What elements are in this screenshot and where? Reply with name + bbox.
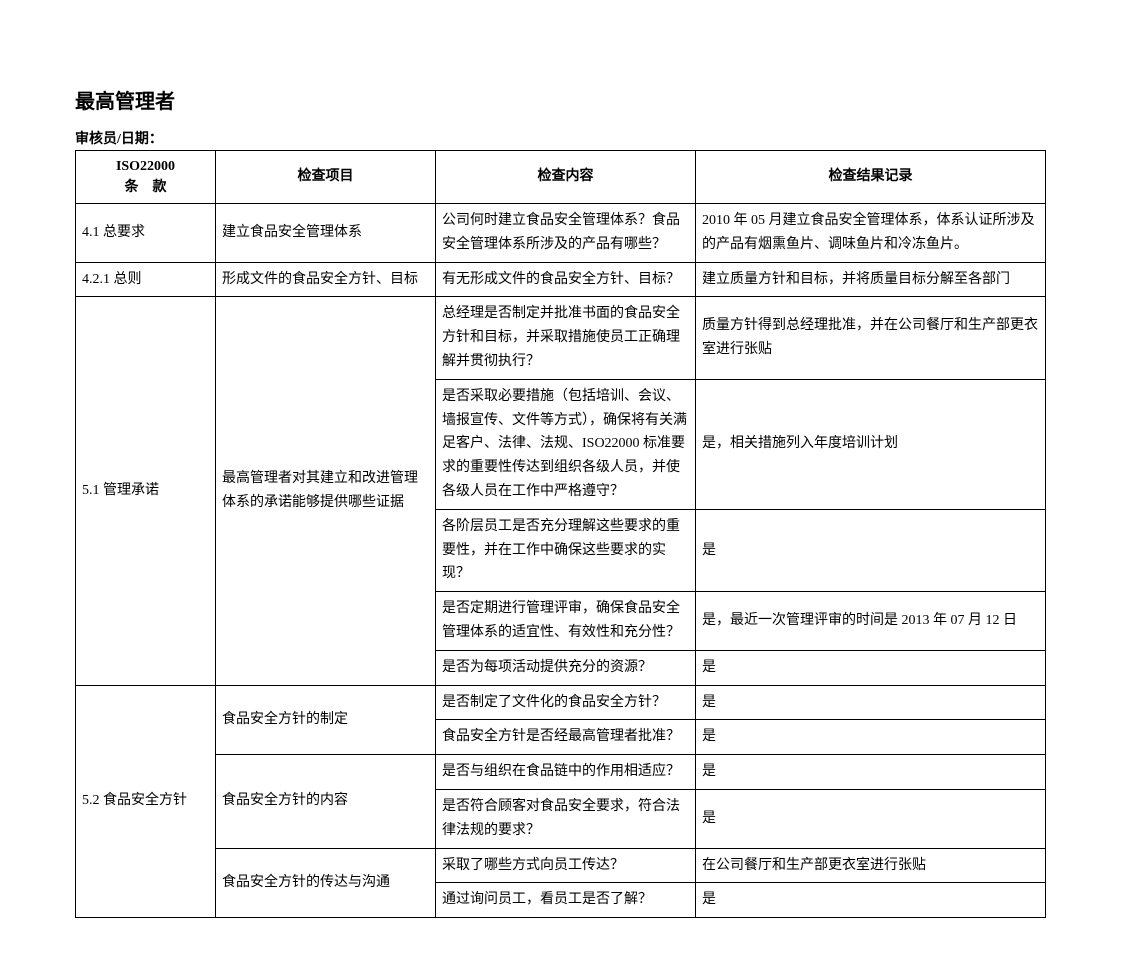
cell-item: 建立食品安全管理体系 bbox=[216, 204, 436, 263]
cell-content: 各阶层员工是否充分理解这些要求的重要性，并在工作中确保这些要求的实现？ bbox=[436, 509, 696, 591]
cell-content: 采取了哪些方式向员工传达？ bbox=[436, 848, 696, 883]
header-item: 检查项目 bbox=[216, 151, 436, 204]
table-row: 4.1 总要求 建立食品安全管理体系 公司何时建立食品安全管理体系？食品安全管理… bbox=[76, 204, 1046, 263]
table-row: 4.2.1 总则 形成文件的食品安全方针、目标 有无形成文件的食品安全方针、目标… bbox=[76, 262, 1046, 297]
cell-result: 是，最近一次管理评审的时间是 2013 年 07 月 12 日 bbox=[696, 592, 1046, 651]
cell-content: 是否与组织在食品链中的作用相适应？ bbox=[436, 755, 696, 790]
cell-result: 是 bbox=[696, 685, 1046, 720]
cell-content: 通过询问员工，看员工是否了解？ bbox=[436, 883, 696, 918]
header-clause: ISO22000 条 款 bbox=[76, 151, 216, 204]
cell-content: 是否制定了文件化的食品安全方针？ bbox=[436, 685, 696, 720]
cell-result: 质量方针得到总经理批准，并在公司餐厅和生产部更衣室进行张贴 bbox=[696, 297, 1046, 379]
table-header-row: ISO22000 条 款 检查项目 检查内容 检查结果记录 bbox=[76, 151, 1046, 204]
table-row: 5.2 食品安全方针 食品安全方针的制定 是否制定了文件化的食品安全方针？ 是 bbox=[76, 685, 1046, 720]
cell-content: 食品安全方针是否经最高管理者批准？ bbox=[436, 720, 696, 755]
cell-result: 是 bbox=[696, 509, 1046, 591]
header-content: 检查内容 bbox=[436, 151, 696, 204]
cell-result: 是 bbox=[696, 789, 1046, 848]
document-page: 最高管理者 审核员/日期： ISO22000 条 款 检查项目 检查内容 检查结… bbox=[0, 0, 1122, 958]
cell-result: 在公司餐厅和生产部更衣室进行张贴 bbox=[696, 848, 1046, 883]
page-title: 最高管理者 bbox=[75, 85, 1047, 114]
header-result: 检查结果记录 bbox=[696, 151, 1046, 204]
cell-item: 食品安全方针的内容 bbox=[216, 755, 436, 848]
cell-item: 食品安全方针的制定 bbox=[216, 685, 436, 755]
cell-clause: 5.1 管理承诺 bbox=[76, 297, 216, 685]
cell-clause: 5.2 食品安全方针 bbox=[76, 685, 216, 918]
cell-content: 有无形成文件的食品安全方针、目标？ bbox=[436, 262, 696, 297]
cell-content: 公司何时建立食品安全管理体系？食品安全管理体系所涉及的产品有哪些？ bbox=[436, 204, 696, 263]
table-row: 食品安全方针的内容 是否与组织在食品链中的作用相适应？ 是 bbox=[76, 755, 1046, 790]
auditor-date-label: 审核员/日期： bbox=[75, 128, 1047, 148]
cell-item: 形成文件的食品安全方针、目标 bbox=[216, 262, 436, 297]
cell-clause: 4.1 总要求 bbox=[76, 204, 216, 263]
cell-result: 是 bbox=[696, 720, 1046, 755]
cell-content: 是否定期进行管理评审，确保食品安全管理体系的适宜性、有效性和充分性？ bbox=[436, 592, 696, 651]
cell-item: 食品安全方针的传达与沟通 bbox=[216, 848, 436, 918]
cell-result: 是，相关措施列入年度培训计划 bbox=[696, 379, 1046, 509]
cell-item: 最高管理者对其建立和改进管理体系的承诺能够提供哪些证据 bbox=[216, 297, 436, 685]
checklist-table: ISO22000 条 款 检查项目 检查内容 检查结果记录 4.1 总要求 建立… bbox=[75, 150, 1046, 918]
table-row: 5.1 管理承诺 最高管理者对其建立和改进管理体系的承诺能够提供哪些证据 总经理… bbox=[76, 297, 1046, 379]
cell-content: 是否采取必要措施（包括培训、会议、墙报宣传、文件等方式），确保将有关满足客户、法… bbox=[436, 379, 696, 509]
cell-result: 建立质量方针和目标，并将质量目标分解至各部门 bbox=[696, 262, 1046, 297]
cell-result: 是 bbox=[696, 755, 1046, 790]
table-row: 食品安全方针的传达与沟通 采取了哪些方式向员工传达？ 在公司餐厅和生产部更衣室进… bbox=[76, 848, 1046, 883]
cell-result: 是 bbox=[696, 650, 1046, 685]
cell-content: 是否符合顾客对食品安全要求，符合法律法规的要求？ bbox=[436, 789, 696, 848]
cell-content: 总经理是否制定并批准书面的食品安全方针和目标，并采取措施使员工正确理解并贯彻执行… bbox=[436, 297, 696, 379]
cell-result: 2010 年 05 月建立食品安全管理体系，体系认证所涉及的产品有烟熏鱼片、调味… bbox=[696, 204, 1046, 263]
cell-result: 是 bbox=[696, 883, 1046, 918]
cell-clause: 4.2.1 总则 bbox=[76, 262, 216, 297]
cell-content: 是否为每项活动提供充分的资源？ bbox=[436, 650, 696, 685]
